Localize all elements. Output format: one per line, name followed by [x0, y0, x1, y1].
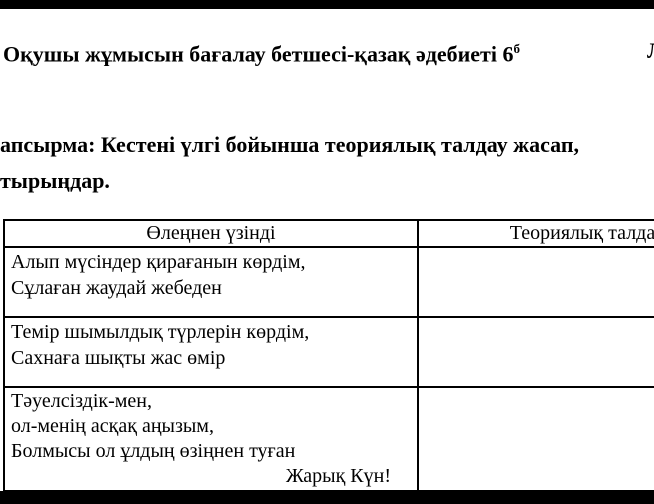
analysis-cell	[417, 246, 654, 318]
column-header-excerpt: Өлеңнен үзінді	[3, 219, 419, 248]
analysis-table: Өлеңнен үзінді Теориялық талдау Алып мүс…	[3, 219, 654, 492]
page-title-text: Оқушы жұмысын бағалау бетшесі-қазақ әдеб…	[3, 41, 514, 67]
analysis-cell	[417, 316, 654, 388]
excerpt-line: ол-менің асқақ аңызым,	[11, 415, 214, 437]
letterbox-top-bar	[0, 0, 654, 9]
task-instruction-line-2: тырыңдар.	[0, 168, 110, 193]
excerpt-cell: Алып мүсіндер қирағанын көрдім, Сұлаған …	[3, 246, 419, 318]
excerpt-cell: Темір шымылдық түрлерін көрдім, Сахнаға …	[3, 316, 419, 388]
analysis-cell	[417, 386, 654, 492]
task-instruction: апсырма: Кестені үлгі бойынша теориялық …	[0, 127, 579, 199]
table-header-row: Өлеңнен үзінді Теориялық талдау	[3, 219, 654, 248]
cutoff-letter: Л	[647, 38, 654, 64]
excerpt-line: Сахнаға шықты жас өмір	[11, 347, 226, 369]
title-superscript: б	[513, 41, 520, 56]
table-row: Алып мүсіндер қирағанын көрдім, Сұлаған …	[3, 246, 654, 318]
table-row: Тәуелсіздік-мен, ол-менің асқақ аңызым, …	[3, 386, 654, 492]
task-instruction-line-1: апсырма: Кестені үлгі бойынша теориялық …	[0, 132, 579, 157]
excerpt-line: Тәуелсіздік-мен,	[11, 390, 153, 412]
column-header-analysis: Теориялық талдау	[417, 219, 654, 248]
excerpt-line: Сұлаған жаудай жебеден	[11, 277, 222, 299]
excerpt-line: Темір шымылдық түрлерін көрдім,	[11, 321, 310, 343]
excerpt-line: Алып мүсіндер қирағанын көрдім,	[11, 251, 306, 273]
excerpt-tail-line: Жарық Күн!	[285, 465, 391, 487]
excerpt-line: Болмысы ол ұлдың өзіңнен туған	[11, 440, 296, 462]
excerpt-cell: Тәуелсіздік-мен, ол-менің асқақ аңызым, …	[3, 386, 419, 492]
page-title: Оқушы жұмысын бағалау бетшесі-қазақ әдеб…	[3, 36, 520, 67]
table-row: Темір шымылдық түрлерін көрдім, Сахнаға …	[3, 316, 654, 388]
letterbox-bottom-bar	[0, 491, 654, 504]
